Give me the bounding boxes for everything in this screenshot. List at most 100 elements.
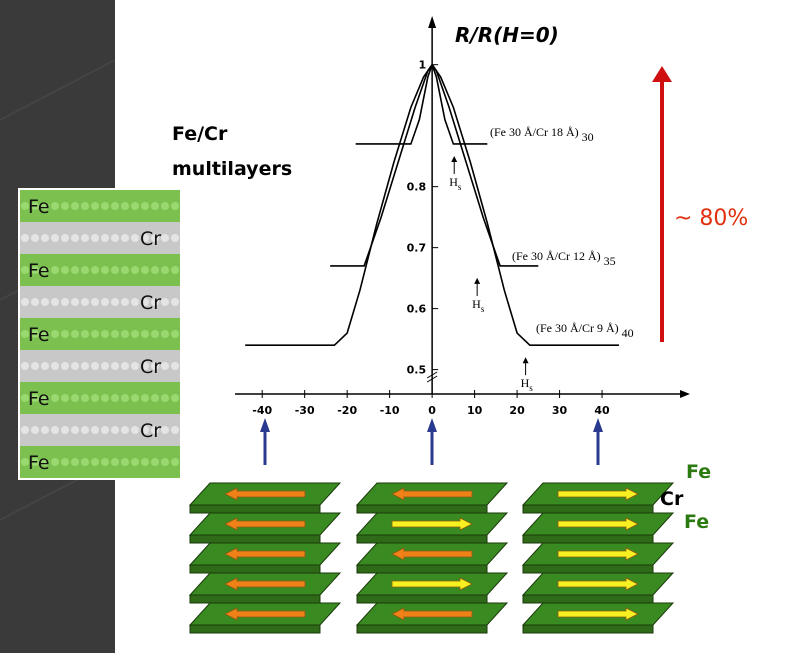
- plate-side: [522, 564, 654, 574]
- atom-row: [121, 458, 129, 466]
- atom-row: [111, 426, 119, 434]
- atom-row: [51, 266, 59, 274]
- atom-row: [101, 266, 109, 274]
- plate-side: [189, 534, 321, 544]
- atom-row: [21, 394, 29, 402]
- spin-arrow: [391, 547, 473, 561]
- atom-row: [111, 298, 119, 306]
- hs-label: Hs: [472, 297, 485, 314]
- atom-row: [101, 234, 109, 242]
- atom-row: [121, 426, 129, 434]
- atom-row: [31, 458, 39, 466]
- atom-row: [141, 298, 149, 306]
- atom-row: [41, 362, 49, 370]
- spin-arrow: [224, 547, 306, 561]
- atom-row: [21, 362, 29, 370]
- x-tick-label: -10: [380, 404, 400, 417]
- spin-arrow: [391, 517, 473, 531]
- atom-row: [31, 202, 39, 210]
- layer-label: Fe: [28, 260, 50, 282]
- atom-row: [51, 458, 59, 466]
- series-name: (Fe 30 Å/Cr 12 Å): [512, 249, 601, 263]
- field-arrowhead: [427, 418, 437, 432]
- atom-row: [101, 458, 109, 466]
- series-sub: 35: [604, 254, 616, 268]
- change-arrowhead: [652, 66, 672, 82]
- hs-label: Hs: [521, 376, 534, 393]
- layer-label: Fe: [28, 388, 50, 410]
- atom-row: [171, 234, 179, 242]
- x-tick-label: 40: [594, 404, 610, 417]
- atom-row: [171, 330, 179, 338]
- hs-sub: s: [529, 383, 533, 393]
- atom-row: [101, 362, 109, 370]
- atom-row: [171, 426, 179, 434]
- spin-arrow: [391, 607, 473, 621]
- atom-row: [61, 458, 69, 466]
- hs-arrowhead: [522, 357, 529, 364]
- atom-row: [141, 458, 149, 466]
- atom-row: [61, 298, 69, 306]
- plate-side: [356, 594, 488, 604]
- atom-row: [51, 298, 59, 306]
- atom-row: [171, 298, 179, 306]
- atom-row: [131, 330, 139, 338]
- atom-row: [21, 426, 29, 434]
- atom-row: [111, 234, 119, 242]
- atom-row: [91, 266, 99, 274]
- series-name: (Fe 30 Å/Cr 9 Å): [536, 321, 619, 335]
- hs-arrowhead: [474, 277, 481, 284]
- atom-row: [121, 362, 129, 370]
- atom-row: [101, 202, 109, 210]
- atom-row: [71, 202, 79, 210]
- atom-row: [111, 330, 119, 338]
- spin-arrow: [557, 607, 639, 621]
- atom-row: [41, 330, 49, 338]
- atom-row: [131, 458, 139, 466]
- x-tick-label: 0: [428, 404, 436, 417]
- atom-row: [91, 202, 99, 210]
- data-line: [245, 63, 620, 347]
- spin-arrow: [224, 577, 306, 591]
- atom-row: [141, 394, 149, 402]
- atom-row: [51, 394, 59, 402]
- atom-row: [31, 362, 39, 370]
- layer-label: Fe: [28, 452, 50, 474]
- atom-row: [71, 330, 79, 338]
- atom-row: [161, 298, 169, 306]
- atom-row: [161, 202, 169, 210]
- atom-row: [111, 394, 119, 402]
- atom-row: [91, 458, 99, 466]
- atom-row: [51, 202, 59, 210]
- spin-arrow: [391, 487, 473, 501]
- atom-row: [101, 426, 109, 434]
- atom-row: [31, 234, 39, 242]
- atom-row: [151, 298, 159, 306]
- y-axis-label: R/R(H=0): [455, 23, 559, 47]
- x-tick-label: 30: [552, 404, 568, 417]
- atom-row: [151, 330, 159, 338]
- plate-side: [356, 564, 488, 574]
- atom-row: [51, 362, 59, 370]
- layer-label: Cr: [140, 292, 161, 314]
- atom-row: [71, 394, 79, 402]
- atom-row: [171, 202, 179, 210]
- hs-text: H: [449, 175, 458, 189]
- plate-side: [189, 564, 321, 574]
- atom-row: [21, 298, 29, 306]
- atom-row: [41, 458, 49, 466]
- y-tick-label: 0.7: [407, 242, 427, 255]
- atom-row: [81, 362, 89, 370]
- atom-row: [161, 266, 169, 274]
- atom-row: [31, 394, 39, 402]
- atom-row: [81, 266, 89, 274]
- atom-row: [21, 234, 29, 242]
- plate-side: [522, 624, 654, 634]
- atom-row: [161, 426, 169, 434]
- atom-row: [71, 266, 79, 274]
- plate-side: [189, 594, 321, 604]
- atom-row: [21, 458, 29, 466]
- y-tick-label: 0.8: [407, 181, 427, 194]
